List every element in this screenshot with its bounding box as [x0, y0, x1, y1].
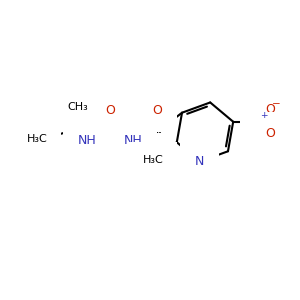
Text: O: O: [265, 127, 275, 140]
Text: N: N: [195, 155, 205, 168]
Text: O: O: [152, 103, 162, 116]
Text: H₃C: H₃C: [27, 134, 47, 144]
Text: H₃C: H₃C: [142, 155, 163, 165]
Text: O: O: [265, 103, 275, 116]
Text: +: +: [260, 111, 268, 120]
Text: NH: NH: [78, 134, 96, 146]
Text: O: O: [105, 103, 115, 116]
Text: N: N: [254, 115, 264, 128]
Text: NH: NH: [124, 134, 142, 146]
Text: −: −: [272, 99, 280, 109]
Text: CH₃: CH₃: [68, 102, 88, 112]
